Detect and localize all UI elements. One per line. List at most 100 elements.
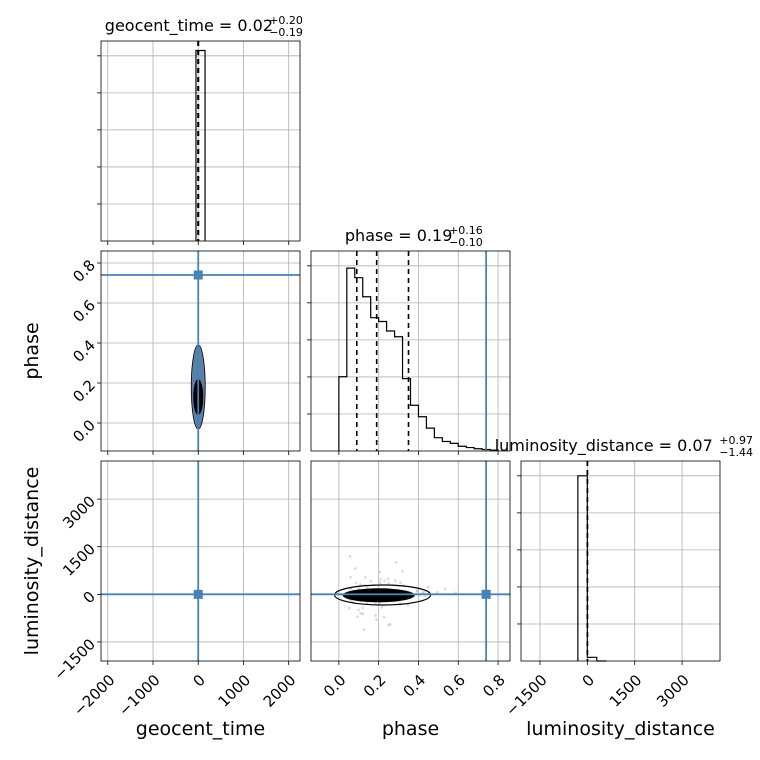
- y-tick-label-0: −1500: [50, 635, 99, 684]
- sample-point: [435, 590, 439, 594]
- sample-point: [362, 628, 366, 632]
- sample-point: [378, 570, 382, 574]
- panel-frame: [520, 460, 721, 662]
- sample-point: [359, 612, 362, 615]
- title-lower-error: −0.19: [269, 26, 303, 39]
- x-tick-label-0: −1500: [502, 671, 551, 720]
- panel-frame: [100, 40, 301, 242]
- x-tick-label-3: 3000: [653, 671, 693, 711]
- sample-point: [422, 591, 426, 594]
- sample-point: [426, 585, 430, 589]
- x-tick-label-1: −1000: [115, 671, 164, 720]
- y-tick-label-0: 0.0: [69, 416, 99, 446]
- sample-point: [386, 577, 390, 581]
- x-tick-label-2: 0.4: [400, 671, 430, 701]
- panel-luminosity_distance-vs-phase: 0.0 0.2 0.4 0.6 0.8 phase: [310, 460, 511, 740]
- title-text: geocent_time = 0.02: [105, 16, 273, 36]
- x-tick-label-3: 0.6: [439, 671, 469, 701]
- sample-point: [361, 606, 364, 610]
- x-tick-label-4: 2000: [260, 671, 300, 711]
- contour-core: [342, 588, 415, 603]
- y-tick-label-3: 0.6: [69, 296, 99, 326]
- y-tick-label-1: 0.2: [69, 376, 99, 406]
- x-tick-label-0: 0.0: [320, 671, 350, 701]
- histogram-phase: [338, 267, 499, 451]
- x-tick-label-2: 0: [190, 671, 209, 690]
- sample-point: [375, 618, 378, 621]
- panel-phase-vs-geocent_time: 0.0 0.2 0.4 0.6 0.8 phase: [21, 250, 301, 455]
- x-axis-label-luminosity_distance: luminosity_distance: [526, 718, 715, 740]
- title-geocent_time: geocent_time = 0.02+0.20−0.19: [105, 14, 303, 39]
- corner-panels: geocent_time = 0.02+0.20−0.190.00.20.40.…: [21, 14, 753, 740]
- title-upper-error: +0.20: [269, 14, 303, 27]
- title-phase: phase = 0.19+0.16−0.10: [345, 224, 483, 249]
- y-tick-label-3: 3000: [59, 492, 99, 532]
- sample-point: [387, 581, 391, 585]
- sample-point: [393, 579, 397, 583]
- sample-point: [378, 581, 382, 585]
- sample-point: [357, 608, 361, 612]
- y-axis-label-luminosity_distance: luminosity_distance: [21, 467, 43, 656]
- sample-point: [356, 615, 359, 619]
- sample-point: [399, 581, 402, 585]
- truth-marker: [481, 589, 491, 599]
- sample-point: [406, 603, 410, 607]
- sample-point: [369, 579, 373, 583]
- panel-luminosity_distance-vs-geocent_time: −1500 0 1500 3000 luminosity_distance −2000−1…: [21, 460, 301, 740]
- x-tick-label-4: 0.8: [479, 671, 509, 701]
- y-tick-label-4: 0.8: [69, 256, 99, 286]
- title-lower-error: −0.10: [449, 236, 483, 249]
- sample-point: [364, 575, 367, 579]
- sample-point: [378, 577, 382, 581]
- truth-marker: [193, 270, 203, 280]
- y-tick-label-2: 0.4: [69, 336, 99, 366]
- histogram-luminosity_distance: [577, 475, 607, 662]
- sample-point: [443, 587, 447, 591]
- x-tick-label-0: −2000: [70, 671, 119, 720]
- x-tick-label-2: 1500: [606, 671, 646, 711]
- panel-frame: [100, 250, 301, 452]
- panel-geocent_time-vs-geocent_time: geocent_time = 0.02+0.20−0.19: [97, 14, 303, 245]
- title-text: phase = 0.19: [345, 226, 452, 245]
- sample-point: [348, 555, 352, 558]
- sample-point: [388, 623, 392, 626]
- panel-frame: [310, 460, 511, 662]
- sample-point: [374, 614, 377, 617]
- sample-point: [394, 560, 398, 564]
- sample-point: [415, 590, 419, 594]
- y-tick-label-2: 1500: [59, 540, 99, 580]
- sample-point: [354, 581, 358, 585]
- histogram-geocent_time: [195, 49, 206, 241]
- panel-frame: [100, 460, 301, 662]
- x-tick-label-1: 0.2: [360, 671, 390, 701]
- x-tick-label-1: 0: [579, 671, 598, 690]
- panel-phase-vs-phase: phase = 0.19+0.16−0.10: [307, 224, 511, 455]
- sample-point: [365, 601, 369, 605]
- sample-point: [366, 586, 369, 590]
- sample-point: [348, 606, 351, 610]
- y-tick-label-1: 0: [80, 588, 99, 607]
- x-axis-label-geocent_time: geocent_time: [136, 718, 265, 740]
- panel-luminosity_distance-vs-luminosity_distance: luminosity_distance = 0.07 +0.97−1.44 −150…: [495, 434, 753, 740]
- title-text: luminosity_distance = 0.07: [495, 436, 713, 456]
- panel-frame: [310, 250, 511, 452]
- sample-point: [382, 615, 386, 619]
- sample-point: [357, 587, 361, 590]
- y-axis-label-phase: phase: [21, 322, 43, 379]
- sample-point: [353, 567, 357, 570]
- x-tick-label-3: 1000: [214, 671, 254, 711]
- sample-point: [382, 579, 386, 583]
- sample-point: [361, 612, 365, 616]
- sample-point: [401, 569, 404, 573]
- truth-marker: [193, 589, 203, 599]
- sample-point: [387, 623, 390, 627]
- sample-point: [380, 605, 384, 609]
- title-upper-error: +0.16: [449, 224, 483, 237]
- sample-point: [415, 589, 419, 592]
- x-axis-label-phase: phase: [382, 718, 439, 740]
- sample-point: [349, 575, 352, 579]
- title-upper-error: +0.97: [719, 434, 753, 447]
- title-lower-error: −1.44: [719, 446, 753, 459]
- title-luminosity_distance: luminosity_distance = 0.07 +0.97−1.44: [495, 434, 753, 459]
